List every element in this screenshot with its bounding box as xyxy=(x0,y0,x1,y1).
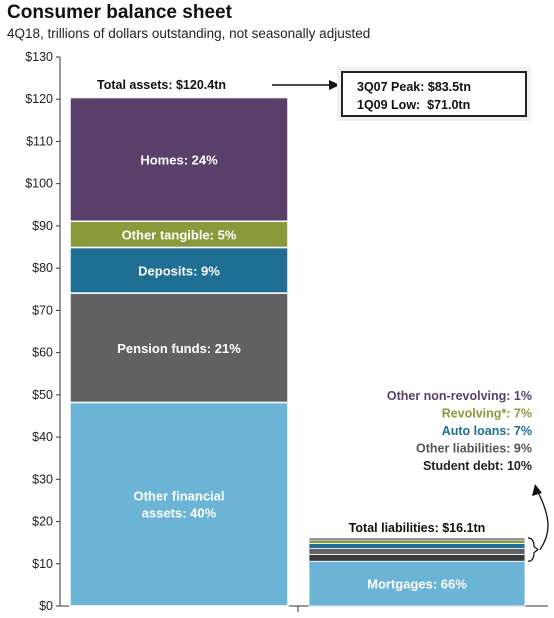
y-tick-label: $110 xyxy=(26,134,53,148)
y-tick-label: $0 xyxy=(39,599,53,613)
liability-legend-item: Auto loans: 7% xyxy=(442,424,532,438)
total-liabilities-label: Total liabilities: $16.1tn xyxy=(349,521,486,535)
asset-segment xyxy=(69,220,289,249)
liability-legend-item: Student debt: 10% xyxy=(423,459,532,473)
chart-subtitle: 4Q18, trillions of dollars outstanding, … xyxy=(7,26,371,41)
y-tick-label: $120 xyxy=(25,92,53,106)
liability-segment xyxy=(308,548,526,555)
liability-segment-label: Mortgages: 66% xyxy=(367,577,467,592)
liability-legend-item: Other liabilities: 9% xyxy=(416,442,532,456)
y-tick-label: $20 xyxy=(32,515,53,529)
asset-segment-label: Other financial xyxy=(133,489,224,504)
y-tick-label: $80 xyxy=(32,261,53,275)
liability-legend-item: Revolving*: 7% xyxy=(442,407,532,421)
liability-bracket xyxy=(527,537,539,562)
asset-segment-label: Deposits: 9% xyxy=(138,263,220,278)
liability-curved-arrow xyxy=(537,491,549,550)
liability-arrowhead xyxy=(532,484,542,496)
y-tick-label: $50 xyxy=(32,388,53,402)
liability-segment xyxy=(308,560,526,607)
y-tick-label: $130 xyxy=(25,50,53,64)
liability-segment xyxy=(308,543,526,549)
y-tick-label: $60 xyxy=(32,346,53,360)
asset-segment xyxy=(69,96,289,223)
low-line: 1Q09 Low: $71.0tn xyxy=(357,98,471,112)
asset-segment xyxy=(69,292,289,404)
liability-legend-item: Other non-revolving: 1% xyxy=(387,389,532,403)
y-tick-label: $10 xyxy=(32,557,53,571)
asset-segment-label: Other tangible: 5% xyxy=(122,227,237,242)
liability-segment xyxy=(308,537,526,541)
liability-segment xyxy=(308,554,526,562)
y-tick-label: $70 xyxy=(32,303,53,317)
total-assets-arrowhead xyxy=(329,80,340,90)
asset-segment-label: Homes: 24% xyxy=(140,152,218,167)
y-tick-label: $40 xyxy=(32,430,53,444)
peak-line: 3Q07 Peak: $83.5tn xyxy=(357,80,471,94)
chart-title: Consumer balance sheet xyxy=(7,2,232,23)
total-assets-label: Total assets: $120.4tn xyxy=(97,78,226,92)
y-tick-label: $90 xyxy=(32,219,53,233)
y-tick-label: $30 xyxy=(32,472,53,486)
asset-segment xyxy=(69,246,289,294)
asset-segment xyxy=(69,401,289,607)
peak-low-box: 3Q07 Peak: $83.5tn 1Q09 Low: $71.0tn xyxy=(341,71,527,117)
asset-segment-label: Pension funds: 21% xyxy=(117,341,241,356)
y-tick-label: $100 xyxy=(25,177,53,191)
asset-segment-label: assets: 40% xyxy=(142,506,217,521)
